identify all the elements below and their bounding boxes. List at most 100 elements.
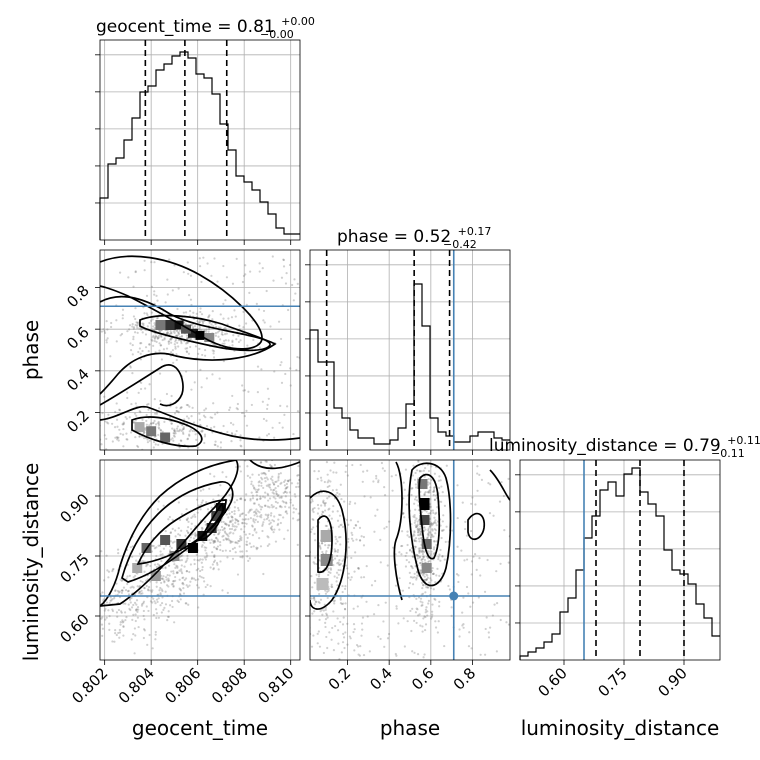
sample-point — [286, 485, 289, 489]
sample-point — [416, 528, 419, 531]
sample-point — [265, 289, 268, 293]
sample-point — [187, 417, 190, 420]
sample-point — [415, 496, 418, 499]
sample-point — [177, 442, 181, 446]
sample-point — [342, 632, 345, 635]
sample-point — [208, 321, 211, 324]
sample-point — [122, 422, 126, 425]
sample-point — [336, 629, 340, 632]
sample-point — [198, 575, 201, 578]
sample-point — [467, 645, 471, 648]
sample-point — [138, 435, 141, 438]
sample-point — [132, 633, 135, 636]
sample-point — [292, 517, 295, 520]
sample-point — [426, 574, 429, 577]
sample-point — [418, 550, 421, 553]
sample-point — [331, 510, 334, 513]
sample-point — [375, 477, 378, 480]
sample-point — [422, 555, 425, 558]
sample-point — [493, 603, 496, 606]
sample-point — [175, 406, 178, 409]
sample-point — [278, 513, 281, 516]
sample-point — [201, 568, 204, 571]
sample-point — [176, 334, 179, 337]
sample-point — [297, 518, 300, 521]
sample-point — [270, 527, 273, 530]
sample-point — [423, 526, 426, 529]
sample-point — [196, 498, 199, 501]
sample-point — [430, 509, 433, 512]
sample-point — [115, 319, 118, 322]
sample-point — [171, 349, 175, 352]
sample-point — [279, 504, 282, 508]
sample-point — [164, 590, 167, 593]
sample-point — [152, 597, 155, 600]
sample-point — [215, 561, 219, 565]
sample-point — [474, 503, 477, 506]
sample-point — [340, 523, 343, 526]
sample-point — [176, 341, 179, 344]
sample-point — [273, 528, 276, 531]
sample-point — [255, 491, 258, 494]
sample-point — [487, 631, 490, 634]
sample-point — [394, 652, 397, 656]
sample-point — [177, 339, 180, 342]
sample-point — [333, 602, 336, 605]
sample-point — [252, 486, 256, 489]
sample-point — [243, 522, 246, 525]
sample-point — [196, 320, 199, 323]
sample-point — [362, 576, 366, 579]
hist-panel-phase — [305, 249, 511, 455]
sample-point — [225, 276, 229, 279]
sample-point — [219, 338, 222, 341]
sample-point — [415, 525, 418, 528]
sample-point — [179, 439, 182, 442]
sample-point — [405, 558, 408, 562]
sample-point — [279, 482, 282, 485]
sample-point — [248, 557, 251, 560]
sample-point — [426, 536, 429, 539]
sample-point — [157, 420, 160, 424]
sample-point — [203, 546, 206, 549]
sample-point — [192, 537, 196, 540]
sample-point — [269, 488, 273, 491]
sample-point — [226, 591, 229, 594]
sample-point — [236, 542, 239, 545]
sample-point — [230, 510, 234, 514]
sample-point — [432, 572, 435, 575]
sample-point — [277, 518, 280, 521]
sample-point — [337, 525, 341, 528]
sample-point — [296, 282, 299, 285]
sample-point — [138, 584, 142, 588]
sample-point — [430, 478, 433, 482]
sample-point — [272, 483, 276, 486]
sample-point — [152, 446, 155, 449]
sample-point — [121, 619, 124, 622]
sample-point — [280, 381, 284, 384]
sample-point — [127, 603, 130, 606]
sample-point — [201, 320, 204, 323]
sample-point — [168, 515, 171, 519]
sample-point — [221, 330, 224, 334]
sample-point — [217, 529, 220, 532]
sample-point — [409, 548, 412, 551]
sample-point — [117, 631, 120, 635]
sample-point — [313, 562, 316, 565]
sample-point — [317, 507, 320, 510]
sample-point — [164, 576, 168, 579]
sample-point — [304, 484, 306, 486]
sample-point — [284, 490, 287, 494]
sample-point — [270, 525, 274, 528]
sample-point — [340, 602, 344, 606]
sample-point — [502, 494, 505, 498]
sample-point — [134, 323, 137, 327]
sample-point — [263, 496, 267, 499]
sample-point — [329, 469, 332, 472]
sample-point — [127, 589, 130, 592]
sample-point — [428, 525, 431, 529]
sample-point — [336, 554, 339, 558]
sample-point — [303, 493, 305, 495]
sample-point — [198, 321, 201, 324]
sample-point — [155, 554, 158, 558]
sample-point — [486, 558, 489, 562]
